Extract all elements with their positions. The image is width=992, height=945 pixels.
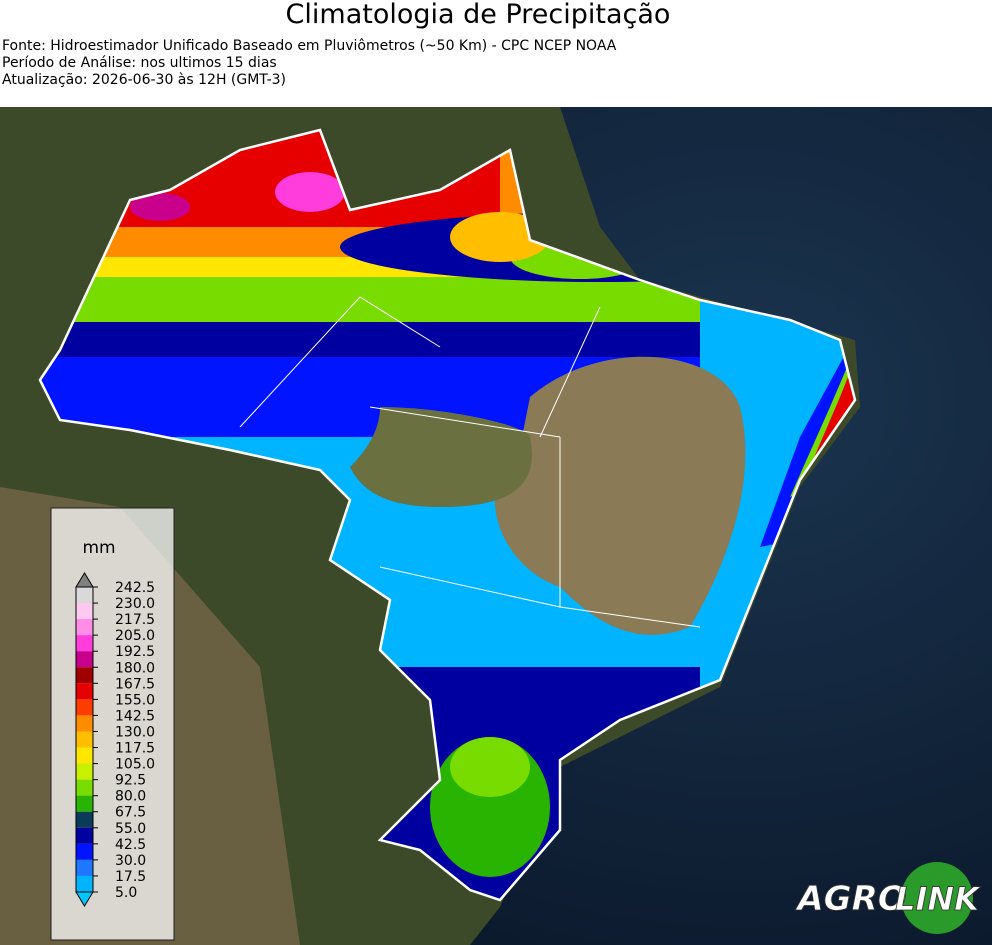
colorbar-tick-label: 30.0 [115, 853, 146, 869]
colorbar-tick-label: 92.5 [115, 773, 146, 789]
colorbar-segment [76, 683, 93, 700]
colorbar-tick-label: 117.5 [115, 741, 155, 757]
colorbar-box [50, 507, 175, 941]
colorbar-segment [76, 763, 93, 780]
border [38, 128, 857, 902]
colorbar-segment [76, 635, 93, 652]
colorbar-segment [76, 827, 93, 844]
colorbar-tick-label: 230.0 [115, 596, 155, 612]
logo-text: LINK [895, 880, 981, 918]
colorbar-segment [76, 811, 93, 828]
colorbar-segment [76, 779, 93, 796]
colorbar-unit: mm [82, 538, 115, 558]
colorbar-tick-label: 155.0 [115, 692, 155, 708]
colorbar-tick-label: 167.5 [115, 676, 155, 692]
colorbar-segment [76, 667, 93, 684]
colorbar-tick-label: 242.5 [115, 580, 155, 596]
update-line: Atualização: 2026-06-30 às 12H (GMT-3) [2, 72, 286, 88]
colorbar-segment [76, 587, 93, 604]
colorbar-segment [76, 795, 93, 812]
logo-circle [901, 862, 973, 934]
colorbar-segment [76, 619, 93, 636]
colorbar-tick-label: 180.0 [115, 660, 155, 676]
colorbar-tick-label: 55.0 [115, 821, 146, 837]
colorbar-segment [76, 747, 93, 764]
colorbar-segment [76, 875, 93, 892]
colorbar-segment [76, 859, 93, 876]
colorbar-segment [76, 699, 93, 716]
colorbar-tick-label: 192.5 [115, 644, 155, 660]
colorbar-tick-label: 217.5 [115, 612, 155, 628]
logo-text: AGRO [794, 879, 906, 919]
colorbar-segment [76, 843, 93, 860]
colorbar-tick-label: 142.5 [115, 708, 155, 724]
map: mm 242.5230.0217.5205.0192.5180.0167.515… [0, 107, 992, 945]
colorbar-segment [76, 715, 93, 732]
title: Climatologia de Precipitação [285, 0, 671, 30]
colorbar-tick-label: 105.0 [115, 757, 155, 773]
colorbar-tick-label: 5.0 [115, 885, 137, 901]
state-borders [239, 296, 701, 628]
colorbar-tick-label: 17.5 [115, 869, 146, 885]
source-line: Fonte: Hidroestimador Unificado Baseado … [2, 38, 617, 54]
colorbar-frame [75, 586, 94, 893]
colorbar: 242.5230.0217.5205.0192.5180.0167.5155.0… [75, 572, 155, 907]
colorbar-segment [76, 651, 93, 668]
period-line: Período de Análise: nos ultimos 15 dias [2, 55, 277, 71]
colorbar-tick-label: 67.5 [115, 805, 146, 821]
colorbar-tick-label: 80.0 [115, 789, 146, 805]
colorbar-segment [76, 731, 93, 748]
colorbar-tick-label: 205.0 [115, 628, 155, 644]
colorbar-segment [76, 603, 93, 620]
colorbar-tick-label: 42.5 [115, 837, 146, 853]
colorbar-tick-label: 130.0 [115, 724, 155, 740]
